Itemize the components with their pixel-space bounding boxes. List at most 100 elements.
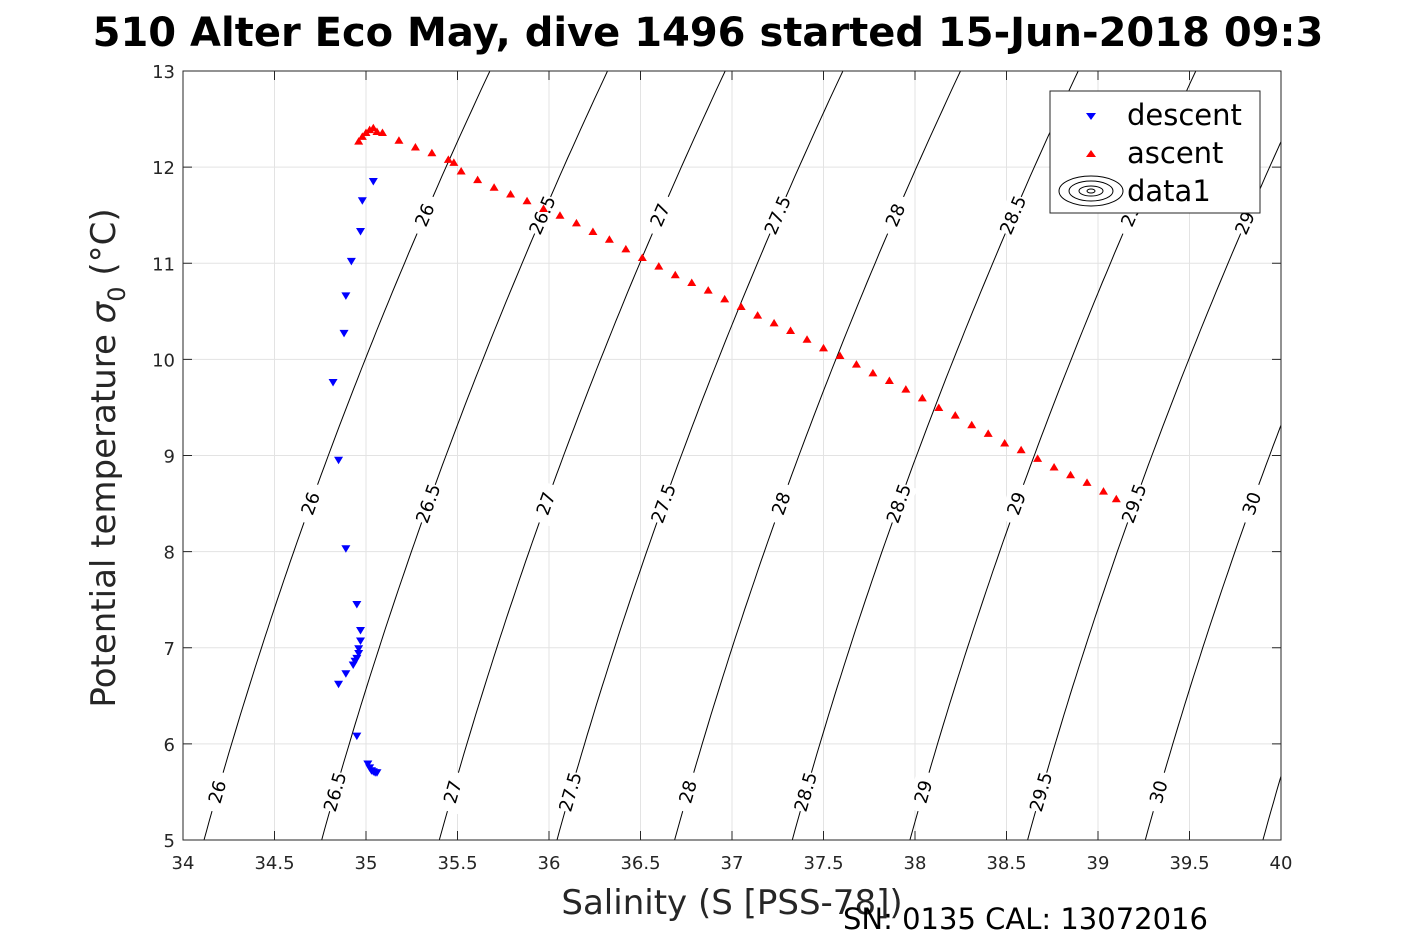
descent-point [341,545,351,553]
contour-label-bg [880,480,918,527]
contour-label-bg [998,480,1035,527]
descent-point [352,600,362,609]
ascent-point [621,244,631,253]
ascent-point [394,136,404,144]
contour-label-bg [994,192,1033,239]
isopycnal-30 [1144,423,1281,840]
ascent-point [354,137,364,145]
x-tick-label: 34 [172,853,195,874]
legend-descent-marker [1086,113,1096,120]
legend: descent ascent data1 [1049,90,1261,214]
descent-point [350,657,360,666]
ascent-point [802,335,812,343]
ascent-point [934,403,944,411]
ascent-point [588,227,598,236]
y-tick-label: 7 [164,639,175,660]
ascent-point [967,420,977,429]
x-tick-label: 36.5 [620,853,660,874]
legend-descent-label: descent [1127,98,1242,132]
serial-calibration-label: SN: 0135 CAL: 13072016 [843,902,1208,936]
ascent-point [449,158,459,166]
descent-point [356,626,366,635]
contour-label-bg [410,480,447,527]
x-tick-label: 39 [1087,853,1110,874]
ascent-point [851,360,861,368]
legend-data1-label: data1 [1127,174,1211,208]
contour-label-bg [788,769,823,815]
descent-point [363,760,373,769]
descent-point [372,769,382,777]
descent-point [354,650,364,658]
descent-point [354,645,364,653]
ascent-point [687,278,697,286]
ascent-point [736,302,746,311]
ascent-point [473,175,483,184]
contour-label-bg [405,192,444,239]
ascent-point [670,270,680,279]
ascent-point [917,393,927,402]
series-descent [328,178,382,777]
y-tick-label: 5 [164,831,175,852]
y-tick-label: 8 [164,543,175,564]
x-tick-label: 36 [538,853,561,874]
ascent-point [753,311,763,319]
contour-label-bg [906,769,941,815]
contour-label-bg [527,480,565,527]
x-tick-label: 40 [1270,853,1293,874]
ascent-point [571,218,581,227]
descent-point [334,680,344,689]
ascent-point [983,429,993,437]
contour-label-bg [435,769,470,815]
contour-label-bg [553,769,588,815]
contour-label-bg [292,480,329,527]
x-tick-label: 35.5 [437,853,477,874]
descent-point [356,228,366,236]
contour-label-bg [1141,769,1176,815]
ascent-point [1082,478,1092,486]
ascent-point [720,294,730,303]
ascent-point [819,343,828,352]
contour-label-bg [1116,480,1153,527]
ascent-point [410,142,420,151]
ascent-point [555,211,565,219]
legend-box [1049,90,1261,214]
ascent-point [703,286,713,294]
y-tick-label: 13 [152,62,175,83]
contour-label-bg [1233,480,1271,527]
y-tick-label: 6 [164,735,175,756]
series-ascent [354,123,1121,503]
ascent-point [372,127,382,136]
y-axis-label-unit: (°C) [84,208,124,286]
y-axis-label: Potential temperature σ0 (°C) [84,208,131,707]
contour-label-bg [645,480,682,527]
ascent-point [1066,470,1076,479]
x-tick-label: 34.5 [254,853,294,874]
x-tick-label: 38.5 [986,853,1026,874]
ascent-point [1033,454,1043,462]
descent-point [357,197,367,205]
ascent-point [1000,439,1010,447]
ascent-point [1111,494,1121,503]
ascent-point [786,326,796,335]
descent-point [346,257,356,266]
contour-label-bg [318,769,353,815]
x-tick-label: 37 [721,853,744,874]
descent-point [356,637,366,646]
ascent-point [769,318,779,327]
x-tick-label: 38 [904,853,927,874]
ascent-point [1016,445,1026,454]
y-axis-label-subscript: 0 [103,286,131,301]
contour-label-bg [758,192,797,239]
descent-point [341,670,351,678]
y-tick-label: 10 [152,350,175,371]
descent-point [339,329,349,338]
x-tick-label: 37.5 [803,853,843,874]
ascent-point [901,385,911,393]
y-tick-label: 9 [164,447,175,468]
descent-point [368,178,378,186]
legend-ascent-label: ascent [1127,136,1223,170]
ascent-point [427,148,437,157]
ascent-point [368,123,378,132]
contour-label-bg [763,480,800,527]
x-tick-label: 39.5 [1169,853,1209,874]
